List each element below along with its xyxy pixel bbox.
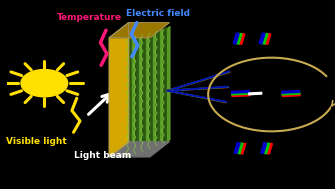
- Polygon shape: [239, 34, 245, 44]
- Polygon shape: [262, 33, 268, 44]
- Polygon shape: [249, 92, 262, 95]
- Polygon shape: [240, 143, 246, 154]
- Text: Temperature: Temperature: [57, 12, 122, 22]
- Text: Visible light: Visible light: [6, 137, 67, 146]
- Polygon shape: [261, 143, 267, 153]
- Polygon shape: [231, 91, 249, 93]
- Polygon shape: [109, 142, 169, 157]
- Polygon shape: [136, 34, 138, 154]
- Polygon shape: [237, 143, 243, 154]
- Polygon shape: [150, 31, 152, 149]
- Text: Light beam: Light beam: [74, 151, 131, 160]
- Polygon shape: [234, 143, 240, 153]
- Polygon shape: [236, 33, 242, 44]
- Polygon shape: [266, 143, 272, 154]
- Polygon shape: [129, 36, 131, 157]
- Polygon shape: [259, 33, 265, 44]
- Polygon shape: [153, 30, 156, 147]
- Polygon shape: [231, 92, 250, 95]
- Polygon shape: [160, 28, 163, 145]
- Circle shape: [21, 70, 68, 97]
- Polygon shape: [282, 92, 300, 95]
- Polygon shape: [139, 33, 142, 153]
- Polygon shape: [233, 33, 239, 44]
- Polygon shape: [168, 26, 170, 142]
- Polygon shape: [232, 94, 250, 97]
- Text: Electric field: Electric field: [126, 9, 190, 18]
- Polygon shape: [146, 31, 149, 150]
- Polygon shape: [265, 34, 271, 44]
- Polygon shape: [264, 143, 270, 154]
- Polygon shape: [282, 91, 300, 93]
- Polygon shape: [164, 27, 166, 143]
- Polygon shape: [282, 94, 300, 97]
- Polygon shape: [143, 32, 145, 151]
- Polygon shape: [132, 35, 134, 156]
- Polygon shape: [157, 29, 159, 146]
- Polygon shape: [109, 23, 129, 157]
- Polygon shape: [109, 23, 169, 38]
